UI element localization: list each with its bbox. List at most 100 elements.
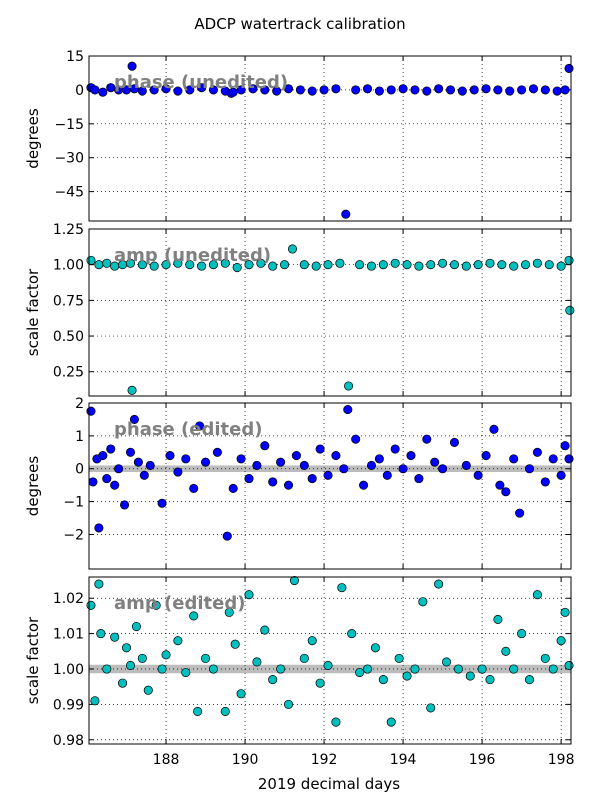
data-point [200, 653, 211, 663]
data-point [493, 85, 503, 95]
data-point [315, 444, 325, 454]
data-point [222, 531, 232, 541]
data-point [232, 262, 242, 273]
panel-annotation: phase (unedited) [114, 72, 288, 93]
data-point [402, 260, 412, 270]
data-point [461, 261, 471, 271]
data-point [102, 474, 112, 484]
data-point [127, 385, 137, 395]
data-point [236, 85, 246, 95]
data-point [556, 261, 566, 271]
data-point [323, 470, 333, 480]
y-tick-label: −15 [54, 117, 84, 133]
y-tick-label: 0.50 [53, 329, 84, 345]
x-tick-label: 188 [153, 752, 180, 768]
data-point [252, 657, 262, 667]
data-point [390, 258, 400, 268]
data-point [307, 86, 317, 96]
data-point [556, 636, 566, 646]
data-point [366, 460, 377, 471]
data-point [564, 255, 574, 265]
data-point [366, 261, 377, 271]
data-point [453, 664, 463, 674]
data-point [208, 85, 219, 95]
data-point [98, 87, 108, 97]
data-point [102, 258, 112, 268]
data-point [90, 85, 100, 95]
data-point [244, 590, 254, 600]
data-point [185, 260, 195, 270]
data-point [244, 474, 254, 484]
y-tick-label: 0.99 [53, 697, 84, 713]
data-point [497, 260, 507, 270]
data-point [283, 480, 294, 490]
data-point [560, 607, 570, 617]
data-point [110, 480, 120, 490]
data-point [94, 260, 104, 270]
data-point [307, 636, 317, 646]
data-point [299, 260, 309, 270]
x-tick-label: 192 [311, 752, 338, 768]
data-point [394, 653, 404, 663]
data-point [260, 85, 270, 95]
data-point [548, 664, 558, 674]
data-point [410, 85, 420, 95]
data-point [374, 454, 384, 464]
data-point [355, 260, 365, 270]
data-point [489, 424, 499, 434]
data-point [532, 447, 542, 457]
data-point [110, 632, 120, 642]
y-tick-label: −2 [63, 527, 84, 543]
panel-frame [88, 576, 572, 745]
data-point [565, 305, 575, 315]
data-point [501, 487, 511, 497]
data-point [287, 244, 298, 254]
data-point [299, 460, 309, 471]
data-point [473, 470, 483, 480]
data-point [173, 86, 183, 96]
data-point [289, 575, 299, 586]
data-point [181, 454, 191, 464]
data-point [280, 260, 290, 270]
data-point [418, 597, 428, 607]
data-point [532, 590, 542, 600]
data-point [118, 678, 128, 688]
data-point [540, 653, 550, 663]
data-point [485, 258, 495, 268]
data-point [208, 664, 219, 674]
data-point [351, 434, 361, 444]
data-point [127, 61, 137, 71]
data-point [220, 258, 230, 268]
data-point [517, 629, 527, 639]
data-point [173, 636, 183, 646]
data-point [517, 85, 527, 95]
data-point [438, 464, 448, 474]
data-point [276, 457, 286, 467]
data-point [461, 460, 471, 471]
data-point [515, 508, 525, 518]
data-point [224, 607, 234, 617]
data-point [228, 483, 238, 494]
data-point [382, 470, 392, 480]
y-tick-label: 2 [75, 396, 84, 412]
x-tick-label: 196 [469, 752, 496, 768]
x-tick-label: 198 [548, 752, 575, 768]
data-point [120, 500, 130, 510]
y-tick-label: 15 [66, 49, 84, 65]
data-point [236, 689, 246, 699]
data-point [441, 657, 452, 667]
y-tick-label: −30 [54, 151, 84, 167]
data-point [473, 260, 483, 270]
data-point [260, 625, 270, 635]
data-point [323, 260, 333, 270]
data-point [86, 406, 96, 416]
data-point [552, 86, 562, 96]
data-point [197, 83, 207, 93]
data-point [268, 675, 278, 685]
data-point [98, 451, 108, 461]
data-point [481, 84, 491, 94]
data-point [185, 85, 195, 95]
x-axis-label: 2019 decimal days [258, 775, 400, 793]
data-point [276, 664, 286, 674]
